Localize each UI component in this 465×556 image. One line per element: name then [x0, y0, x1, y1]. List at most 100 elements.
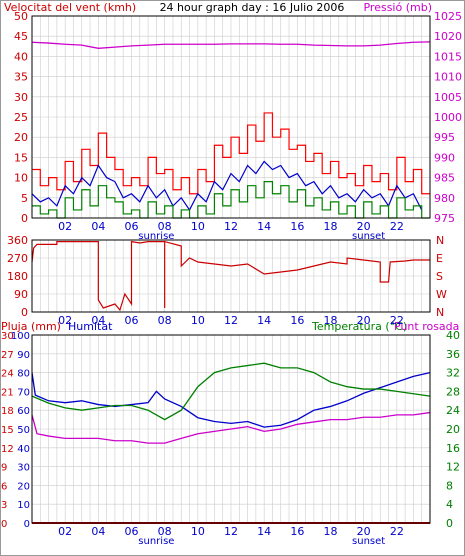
compass-y-tick: N [436, 306, 444, 319]
humidity-y-tick: 70 [17, 387, 30, 398]
rain-y-tick: 3 [1, 500, 7, 511]
sunrise-label: sunrise [138, 231, 174, 242]
sunset-label: sunset [352, 536, 385, 547]
pressure-axis-label: Pressió (mb) [363, 1, 432, 14]
wind-y-tick: 0 [21, 212, 28, 225]
wind-y-tick: 10 [14, 172, 28, 185]
x-tick-label: 18 [324, 525, 338, 538]
sunrise-label: sunrise [138, 536, 174, 547]
wind-y-tick: 25 [14, 111, 28, 124]
direction-y-tick: 90 [14, 288, 28, 301]
temperature-y-tick: 20 [446, 423, 460, 436]
direction-y-tick: 0 [21, 306, 28, 319]
pressure-y-tick: 990 [434, 151, 455, 164]
wind-y-tick: 40 [14, 50, 28, 63]
dewpoint-series [31, 411, 431, 444]
x-tick-label: 12 [224, 314, 238, 327]
direction-y-tick: 270 [7, 252, 28, 265]
dewpoint-axis-label: Punt rosada [394, 320, 459, 333]
humidity-y-tick: 0 [24, 519, 30, 530]
rain-axis-label: Pluja (mm) [1, 320, 61, 333]
rain-y-tick: 6 [1, 481, 7, 492]
temperature-y-tick: 24 [446, 404, 460, 417]
temperature-y-tick: 28 [446, 385, 460, 398]
x-tick-label: 20 [357, 314, 371, 327]
wind-y-tick: 15 [14, 151, 28, 164]
x-tick-label: 20 [357, 525, 371, 538]
x-tick-label: 22 [390, 314, 404, 327]
x-tick-label: 22 [390, 525, 404, 538]
wind-y-tick: 5 [21, 192, 28, 205]
pressure-y-tick: 980 [434, 192, 455, 205]
humidity-y-tick: 100 [11, 331, 30, 342]
wind-y-tick: 45 [14, 30, 28, 43]
pressure-y-tick: 975 [434, 212, 455, 225]
temperature-y-tick: 12 [446, 461, 460, 474]
x-tick-label: 08 [158, 220, 172, 233]
x-tick-label: 18 [324, 220, 338, 233]
wind-y-tick: 30 [14, 91, 28, 104]
frame-layer [31, 15, 431, 524]
rain-y-tick: 27 [1, 350, 14, 361]
x-tick-label: 18 [324, 314, 338, 327]
x-tick-label: 08 [158, 525, 172, 538]
pressure-y-tick: 1020 [434, 30, 462, 43]
humidity-y-tick: 60 [17, 406, 30, 417]
x-tick-label: 04 [91, 220, 105, 233]
x-tick-label: 10 [191, 314, 205, 327]
pressure-y-tick: 995 [434, 131, 455, 144]
x-tick-label: 12 [224, 220, 238, 233]
rain-y-tick: 0 [1, 519, 7, 530]
chart-title: 24 hour graph day : 16 Julio 2006 [160, 1, 345, 14]
humidity-y-tick: 20 [17, 481, 30, 492]
humidity-y-tick: 80 [17, 369, 30, 380]
temperature-y-tick: 32 [446, 367, 460, 380]
direction-panel-frame [31, 239, 431, 313]
humidity-y-tick: 50 [17, 425, 30, 436]
x-tick-label: 02 [58, 525, 72, 538]
rain-y-tick: 24 [1, 369, 14, 380]
temperature-y-tick: 4 [446, 498, 453, 511]
wind-panel-frame [31, 15, 431, 219]
temperature-series [31, 362, 431, 421]
pressure-y-tick: 985 [434, 172, 455, 185]
temperature-y-tick: 0 [446, 517, 453, 530]
x-tick-label: 04 [91, 314, 105, 327]
wind_avg-series [31, 160, 423, 212]
x-tick-label: 14 [257, 220, 271, 233]
x-tick-label: 02 [58, 314, 72, 327]
temperature-y-tick: 16 [446, 442, 460, 455]
wind_low-series [32, 181, 430, 219]
rain-y-tick: 12 [1, 444, 14, 455]
climate-panel-frame [31, 334, 431, 524]
rain-y-tick: 21 [1, 387, 14, 398]
x-tick-label: 16 [290, 525, 304, 538]
pressure-y-tick: 1005 [434, 91, 462, 104]
tick-label-layer: 0510152025303540455097598098599099510001… [1, 10, 462, 547]
x-tick-label: 16 [290, 314, 304, 327]
pressure-y-tick: 1000 [434, 111, 462, 124]
compass-y-tick: W [436, 288, 447, 301]
temperature-y-tick: 36 [446, 348, 460, 361]
x-tick-label: 10 [191, 525, 205, 538]
pressure-y-tick: 1010 [434, 71, 462, 84]
x-tick-label: 10 [191, 220, 205, 233]
wind-speed-axis-label: Velocitat del vent (kmh) [4, 1, 136, 14]
humidity-series [31, 371, 431, 428]
wind-series [32, 112, 430, 195]
wind-y-tick: 20 [14, 131, 28, 144]
direction-y-tick: 180 [7, 270, 28, 283]
x-tick-label: 02 [58, 220, 72, 233]
x-tick-label: 12 [224, 525, 238, 538]
compass-y-tick: E [436, 252, 443, 265]
x-tick-label: 16 [290, 220, 304, 233]
x-tick-label: 06 [125, 525, 139, 538]
humidity-y-tick: 10 [17, 500, 30, 511]
rain-y-tick: 18 [1, 406, 14, 417]
wind-y-tick: 35 [14, 71, 28, 84]
x-tick-label: 14 [257, 525, 271, 538]
compass-y-tick: N [436, 234, 444, 247]
humidity-y-tick: 90 [17, 350, 30, 361]
